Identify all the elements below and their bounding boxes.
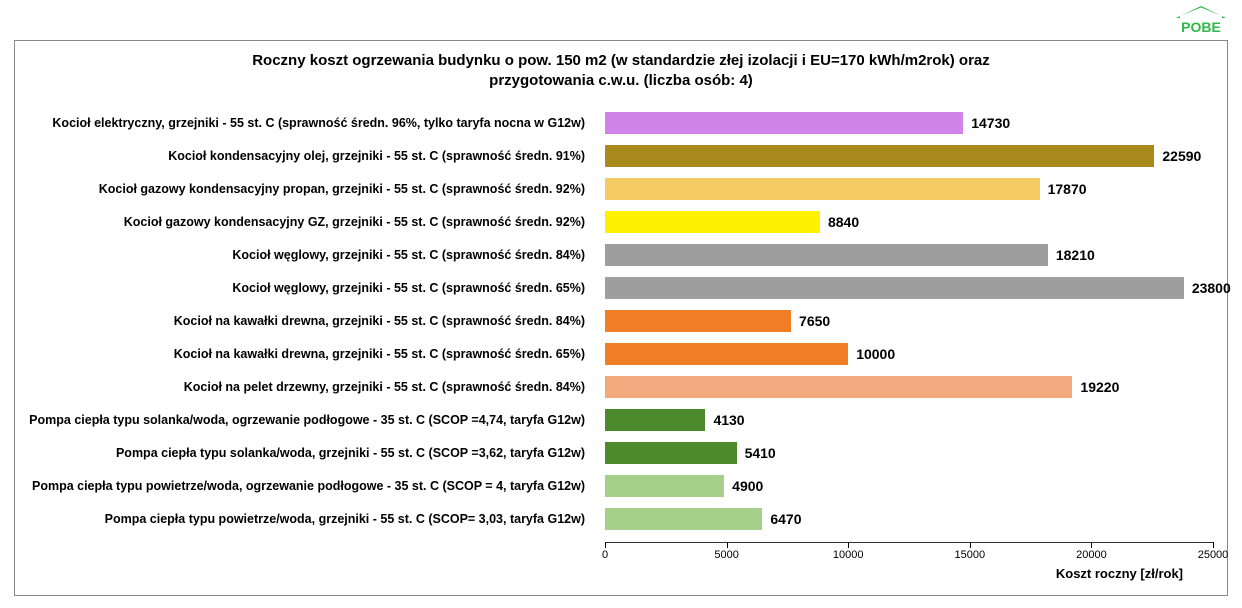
x-axis-title: Koszt roczny [zł/rok] xyxy=(1056,566,1183,581)
bar-zone: 6470 xyxy=(605,505,1213,533)
bar-zone: 22590 xyxy=(605,142,1213,170)
category-label: Kocioł węglowy, grzejniki - 55 st. C (sp… xyxy=(15,274,595,302)
bar xyxy=(605,442,737,464)
category-label: Kocioł gazowy kondensacyjny GZ, grzejnik… xyxy=(15,208,595,236)
bar-zone: 17870 xyxy=(605,175,1213,203)
value-label: 10000 xyxy=(848,340,895,368)
category-label: Pompa ciepła typu powietrze/woda, ogrzew… xyxy=(15,472,595,500)
category-label: Kocioł gazowy kondensacyjny propan, grze… xyxy=(15,175,595,203)
chart-frame: Roczny koszt ogrzewania budynku o pow. 1… xyxy=(14,40,1228,596)
axis-tick xyxy=(970,542,971,548)
value-label: 19220 xyxy=(1072,373,1119,401)
bar xyxy=(605,376,1072,398)
category-label: Pompa ciepła typu solanka/woda, grzejnik… xyxy=(15,439,595,467)
bar-row: Pompa ciepła typu powietrze/woda, ogrzew… xyxy=(15,472,1229,500)
category-label: Kocioł na kawałki drewna, grzejniki - 55… xyxy=(15,307,595,335)
axis-line xyxy=(605,542,1213,543)
logo-text: POBE xyxy=(1181,19,1221,35)
bar-row: Kocioł na kawałki drewna, grzejniki - 55… xyxy=(15,340,1229,368)
bar-zone: 18210 xyxy=(605,241,1213,269)
category-label: Kocioł na pelet drzewny, grzejniki - 55 … xyxy=(15,373,595,401)
chart-title-line2: przygotowania c.w.u. (liczba osób: 4) xyxy=(489,72,753,89)
bar xyxy=(605,508,762,530)
bar xyxy=(605,178,1040,200)
bar xyxy=(605,277,1184,299)
value-label: 4130 xyxy=(705,406,744,434)
axis-tick xyxy=(1091,542,1092,548)
x-axis: Koszt roczny [zł/rok] 0 5000 10000 15000 200… xyxy=(605,542,1213,582)
axis-tick-label: 0 xyxy=(602,549,608,561)
bar-zone: 7650 xyxy=(605,307,1213,335)
bar xyxy=(605,343,848,365)
axis-tick-label: 25000 xyxy=(1198,549,1229,561)
axis-tick-label: 20000 xyxy=(1076,549,1107,561)
value-label: 5410 xyxy=(737,439,776,467)
value-label: 7650 xyxy=(791,307,830,335)
value-label: 4900 xyxy=(724,472,763,500)
bar-zone: 4900 xyxy=(605,472,1213,500)
axis-tick xyxy=(727,542,728,548)
bar-row: Kocioł na pelet drzewny, grzejniki - 55 … xyxy=(15,373,1229,401)
category-label: Pompa ciepła typu solanka/woda, ogrzewan… xyxy=(15,406,595,434)
value-label: 8840 xyxy=(820,208,859,236)
chart-title: Roczny koszt ogrzewania budynku o pow. 1… xyxy=(15,41,1227,98)
bar xyxy=(605,211,820,233)
value-label: 22590 xyxy=(1154,142,1201,170)
value-label: 6470 xyxy=(762,505,801,533)
bar xyxy=(605,310,791,332)
bar-row: Kocioł węglowy, grzejniki - 55 st. C (sp… xyxy=(15,274,1229,302)
axis-tick-label: 10000 xyxy=(833,549,864,561)
bar-zone: 23800 xyxy=(605,274,1213,302)
value-label: 17870 xyxy=(1040,175,1087,203)
bar-zone: 4130 xyxy=(605,406,1213,434)
category-label: Pompa ciepła typu powietrze/woda, grzejn… xyxy=(15,505,595,533)
bar-zone: 5410 xyxy=(605,439,1213,467)
bar-row: Pompa ciepła typu powietrze/woda, grzejn… xyxy=(15,505,1229,533)
bar-zone: 14730 xyxy=(605,109,1213,137)
bar-row: Kocioł elektryczny, grzejniki - 55 st. C… xyxy=(15,109,1229,137)
axis-tick-label: 5000 xyxy=(714,549,738,561)
plot-area: Kocioł elektryczny, grzejniki - 55 st. C… xyxy=(15,109,1229,539)
category-label: Kocioł na kawałki drewna, grzejniki - 55… xyxy=(15,340,595,368)
axis-tick xyxy=(605,542,606,548)
logo: POBE xyxy=(1174,6,1228,36)
bar-row: Kocioł gazowy kondensacyjny GZ, grzejnik… xyxy=(15,208,1229,236)
bar xyxy=(605,145,1154,167)
value-label: 23800 xyxy=(1184,274,1231,302)
bar-row: Kocioł węglowy, grzejniki - 55 st. C (sp… xyxy=(15,241,1229,269)
axis-tick xyxy=(848,542,849,548)
bar xyxy=(605,244,1048,266)
bar-zone: 10000 xyxy=(605,340,1213,368)
category-label: Kocioł kondensacyjny olej, grzejniki - 5… xyxy=(15,142,595,170)
bar-zone: 8840 xyxy=(605,208,1213,236)
bar-row: Kocioł gazowy kondensacyjny propan, grze… xyxy=(15,175,1229,203)
axis-tick xyxy=(1213,542,1214,548)
category-label: Kocioł węglowy, grzejniki - 55 st. C (sp… xyxy=(15,241,595,269)
chart-title-line1: Roczny koszt ogrzewania budynku o pow. 1… xyxy=(252,52,990,69)
bar-row: Kocioł na kawałki drewna, grzejniki - 55… xyxy=(15,307,1229,335)
value-label: 14730 xyxy=(963,109,1010,137)
value-label: 18210 xyxy=(1048,241,1095,269)
category-label: Kocioł elektryczny, grzejniki - 55 st. C… xyxy=(15,109,595,137)
bar-row: Kocioł kondensacyjny olej, grzejniki - 5… xyxy=(15,142,1229,170)
axis-tick-label: 15000 xyxy=(955,549,986,561)
bar xyxy=(605,475,724,497)
bar xyxy=(605,409,705,431)
bar-row: Pompa ciepła typu solanka/woda, grzejnik… xyxy=(15,439,1229,467)
bar xyxy=(605,112,963,134)
bar-row: Pompa ciepła typu solanka/woda, ogrzewan… xyxy=(15,406,1229,434)
bar-zone: 19220 xyxy=(605,373,1213,401)
